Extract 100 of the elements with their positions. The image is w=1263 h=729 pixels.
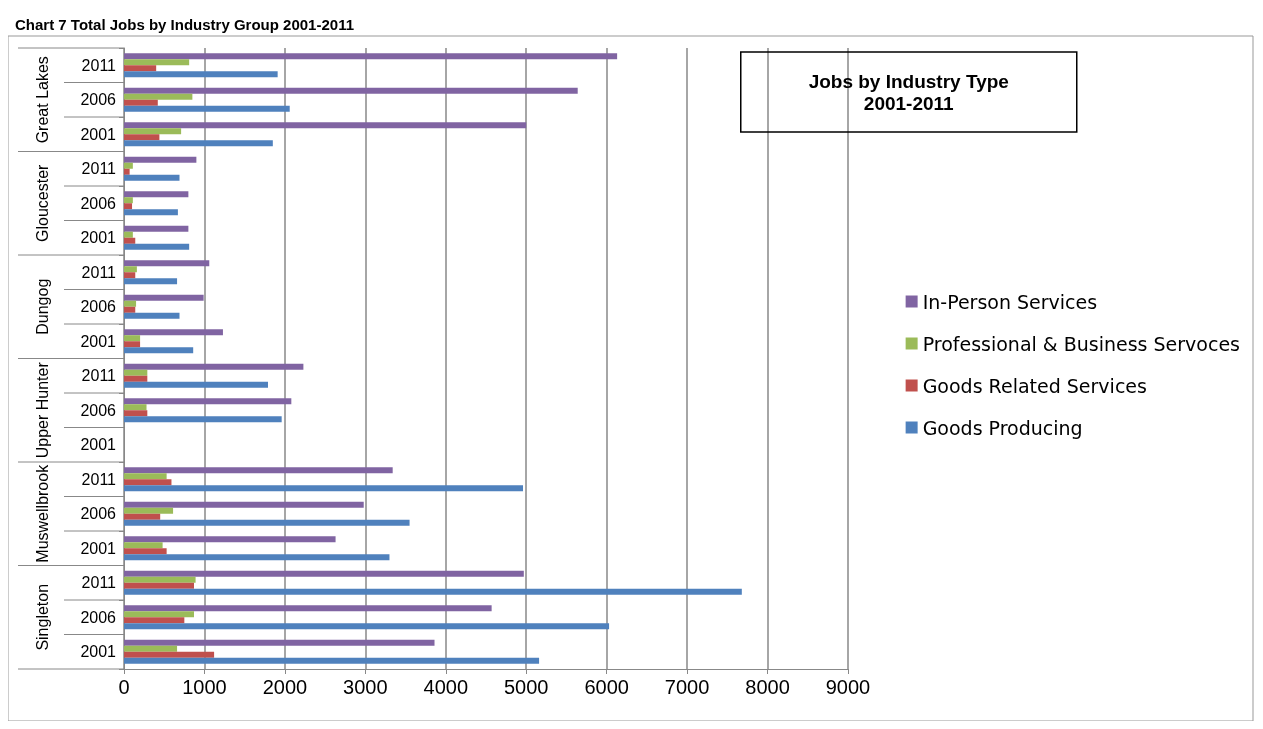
- bar: [124, 381, 268, 388]
- x-tick-label: 7000: [664, 676, 710, 698]
- bar: [124, 479, 172, 486]
- y-tick-label: 2001: [80, 436, 117, 454]
- bar: [124, 243, 190, 250]
- text: Upper Hunter: [33, 361, 51, 459]
- x-tick-label: 1000: [182, 676, 227, 698]
- y-tick-label: 2006: [80, 608, 117, 626]
- text: Dungog: [33, 278, 51, 335]
- bar: [124, 93, 193, 100]
- bar: [124, 605, 492, 612]
- x-tick-label: 2000: [262, 676, 308, 698]
- legend-label: Goods Related Services: [922, 374, 1147, 397]
- y-tick-label: 2006: [80, 298, 117, 316]
- x-tick-label: 8000: [745, 676, 790, 698]
- y-tick-label: 2006: [80, 505, 117, 523]
- legend-label: In-Person Services: [922, 290, 1098, 313]
- bar: [124, 341, 141, 348]
- y-tick-label: 2006: [80, 401, 117, 419]
- bar: [124, 122, 527, 129]
- bar: [124, 473, 167, 480]
- bar: [124, 513, 161, 520]
- legend-label: Goods Producing: [922, 416, 1083, 439]
- bar: [124, 162, 133, 169]
- y-tick-label: 2011: [81, 470, 117, 488]
- bar: [124, 375, 148, 382]
- bar: [124, 335, 141, 342]
- bar: [124, 278, 178, 285]
- bar: [124, 209, 178, 216]
- x-tick-label: 9000: [825, 676, 871, 698]
- bar: [124, 65, 157, 72]
- bar: [124, 134, 160, 141]
- bar: [124, 105, 290, 112]
- text: Great Lakes: [33, 56, 51, 144]
- bar: [124, 53, 618, 60]
- bar: [124, 416, 282, 423]
- x-tick-label: 6000: [584, 676, 629, 698]
- bar: [124, 197, 133, 204]
- y-tick-label: 2001: [80, 229, 117, 247]
- y-tick-label: 2001: [80, 643, 117, 661]
- bar: [124, 225, 189, 232]
- bar: [124, 645, 178, 652]
- text: Singleton: [33, 583, 51, 651]
- bar: [124, 639, 435, 646]
- bar: [124, 156, 197, 163]
- bar: [124, 312, 180, 319]
- chart-subtitle: Chart 7 Total Jobs by Industry Group 2001-2011: [15, 16, 354, 33]
- bar: [124, 191, 189, 198]
- text: Gloucester: [33, 163, 51, 242]
- bar: [124, 300, 137, 307]
- bar: [124, 174, 180, 181]
- bar: [124, 507, 174, 514]
- bar: [124, 329, 223, 336]
- bar: [124, 554, 390, 561]
- bar: [124, 237, 136, 244]
- bar: [124, 611, 194, 618]
- bar: [124, 369, 148, 376]
- y-tick-label: 2011: [81, 574, 117, 592]
- bar: [124, 347, 194, 354]
- bar: [124, 588, 742, 595]
- text: Jobs by Industry Type 2001-2011: [808, 70, 1009, 114]
- y-tick-label: 2011: [81, 56, 117, 74]
- y-tick-label: 2011: [81, 263, 117, 281]
- y-tick-label: 2001: [80, 332, 117, 350]
- bar: [124, 519, 410, 526]
- bar: [124, 651, 215, 658]
- x-tick-label: 0: [118, 676, 130, 698]
- bar: [124, 501, 364, 508]
- bar: [124, 294, 204, 301]
- bar: [124, 306, 136, 313]
- bar: [124, 623, 610, 630]
- bar: [124, 140, 273, 147]
- bar: [124, 128, 182, 135]
- y-tick-label: 2001: [80, 539, 117, 557]
- bar: [124, 536, 336, 543]
- bar: [124, 59, 190, 66]
- bar: [124, 542, 163, 549]
- bar: [124, 398, 292, 405]
- bar: [124, 570, 524, 577]
- text: Muswellbrook: [33, 463, 51, 563]
- x-tick-label: 5000: [503, 676, 549, 698]
- bar: [124, 203, 133, 210]
- legend-label: Professional & Business Servoces: [922, 332, 1241, 355]
- bar: [124, 266, 137, 273]
- bar: [124, 617, 185, 624]
- bar: [124, 99, 158, 106]
- bar: [124, 168, 130, 175]
- bar: [124, 657, 540, 664]
- bar: [124, 485, 523, 492]
- bar: [124, 87, 578, 94]
- bar: [124, 71, 278, 78]
- y-tick-label: 2001: [80, 125, 117, 143]
- bar: [124, 576, 196, 583]
- bar: [124, 548, 167, 555]
- bar: [124, 363, 304, 370]
- bar: [124, 582, 194, 589]
- x-tick-label: 3000: [343, 676, 388, 698]
- y-tick-label: 2006: [80, 91, 117, 109]
- bar: [124, 231, 133, 238]
- y-tick-label: 2006: [80, 194, 117, 212]
